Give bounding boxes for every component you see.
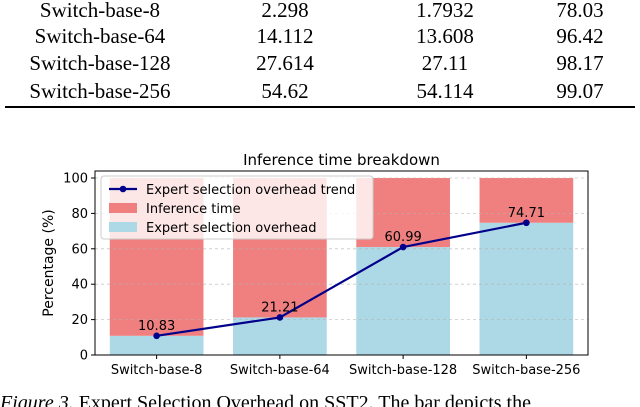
table-cell: 14.112	[256, 24, 314, 48]
data-label: 21.21	[261, 300, 298, 315]
trend-line	[156, 221, 527, 337]
table-cell: 54.114	[416, 79, 474, 103]
legend-label: Expert selection overhead	[146, 221, 317, 236]
table-row: Switch-base-64 14.112 13.608 96.42	[0, 23, 640, 49]
legend-swatch	[109, 203, 137, 213]
table-row: Switch-base-8 2.298 1.7932 78.03	[0, 0, 640, 23]
table-cell: 54.62	[261, 79, 309, 103]
y-tick-label: 0	[80, 349, 88, 364]
bar-segment	[109, 335, 204, 355]
figure-caption: Figure 3. Expert Selection Overhead on S…	[0, 390, 640, 407]
plot-frame	[94, 170, 589, 356]
table-cell: 96.42	[556, 24, 604, 48]
trend-point	[276, 314, 284, 321]
table-row: Switch-base-128 27.614 27.11 98.17	[0, 50, 640, 76]
y-tick-label: 80	[71, 207, 88, 222]
table-cell: 27.11	[421, 51, 469, 75]
legend-box	[100, 175, 374, 240]
legend-swatch-marker	[119, 185, 127, 193]
bar-segment	[356, 247, 450, 355]
caption-label: Figure 3.	[0, 392, 74, 407]
x-tick-label: Switch-base-64	[230, 363, 330, 378]
chart-title: Inference time breakdown	[243, 151, 440, 169]
table-cell: 99.07	[556, 79, 604, 103]
table-cell: Switch-base-8	[39, 0, 161, 22]
x-tick-label: Switch-base-256	[472, 363, 580, 378]
y-axis-label: Percentage (%)	[41, 209, 57, 316]
table-cell: 78.03	[556, 0, 604, 22]
inference-breakdown-chart: 0 20 40 60 80 100 Switch-base-8 Switch-base-64 S…	[41, 151, 589, 378]
legend-swatch	[109, 222, 137, 232]
y-tick-label: 20	[71, 313, 88, 328]
table-cell: 27.614	[256, 51, 314, 75]
caption-text: Expert Selection Overhead on SST2. The b…	[73, 392, 531, 407]
bar-segment	[233, 317, 327, 355]
table-cell: Switch-base-256	[29, 79, 171, 103]
legend-label: Inference time	[146, 202, 241, 217]
y-tick-label: 100	[63, 172, 88, 187]
trend-point	[153, 332, 160, 340]
table-cell: 98.17	[556, 51, 604, 75]
data-label: 74.71	[508, 206, 545, 221]
table-row: Switch-base-256 54.62 54.114 99.07	[0, 78, 640, 104]
table-cell: 1.7932	[416, 0, 474, 22]
table-cell: Switch-base-128	[29, 51, 171, 75]
y-tick-label: 60	[71, 242, 88, 257]
table-cell: Switch-base-64	[34, 24, 166, 48]
trend-point	[399, 243, 407, 251]
x-tick-label: Switch-base-8	[111, 363, 203, 378]
trend-point	[523, 219, 530, 227]
data-label: 60.99	[385, 230, 422, 245]
bar-segment	[479, 222, 574, 355]
legend-label: Expert selection overhead trend	[146, 183, 355, 198]
table-cell: 2.298	[261, 0, 309, 22]
x-tick-label: Switch-base-128	[349, 363, 457, 378]
data-label: 10.83	[138, 319, 175, 334]
table-cell: 13.608	[416, 24, 474, 48]
table-bottom-rule	[5, 106, 635, 108]
y-tick-label: 40	[71, 278, 88, 293]
bar-segment	[479, 178, 574, 223]
